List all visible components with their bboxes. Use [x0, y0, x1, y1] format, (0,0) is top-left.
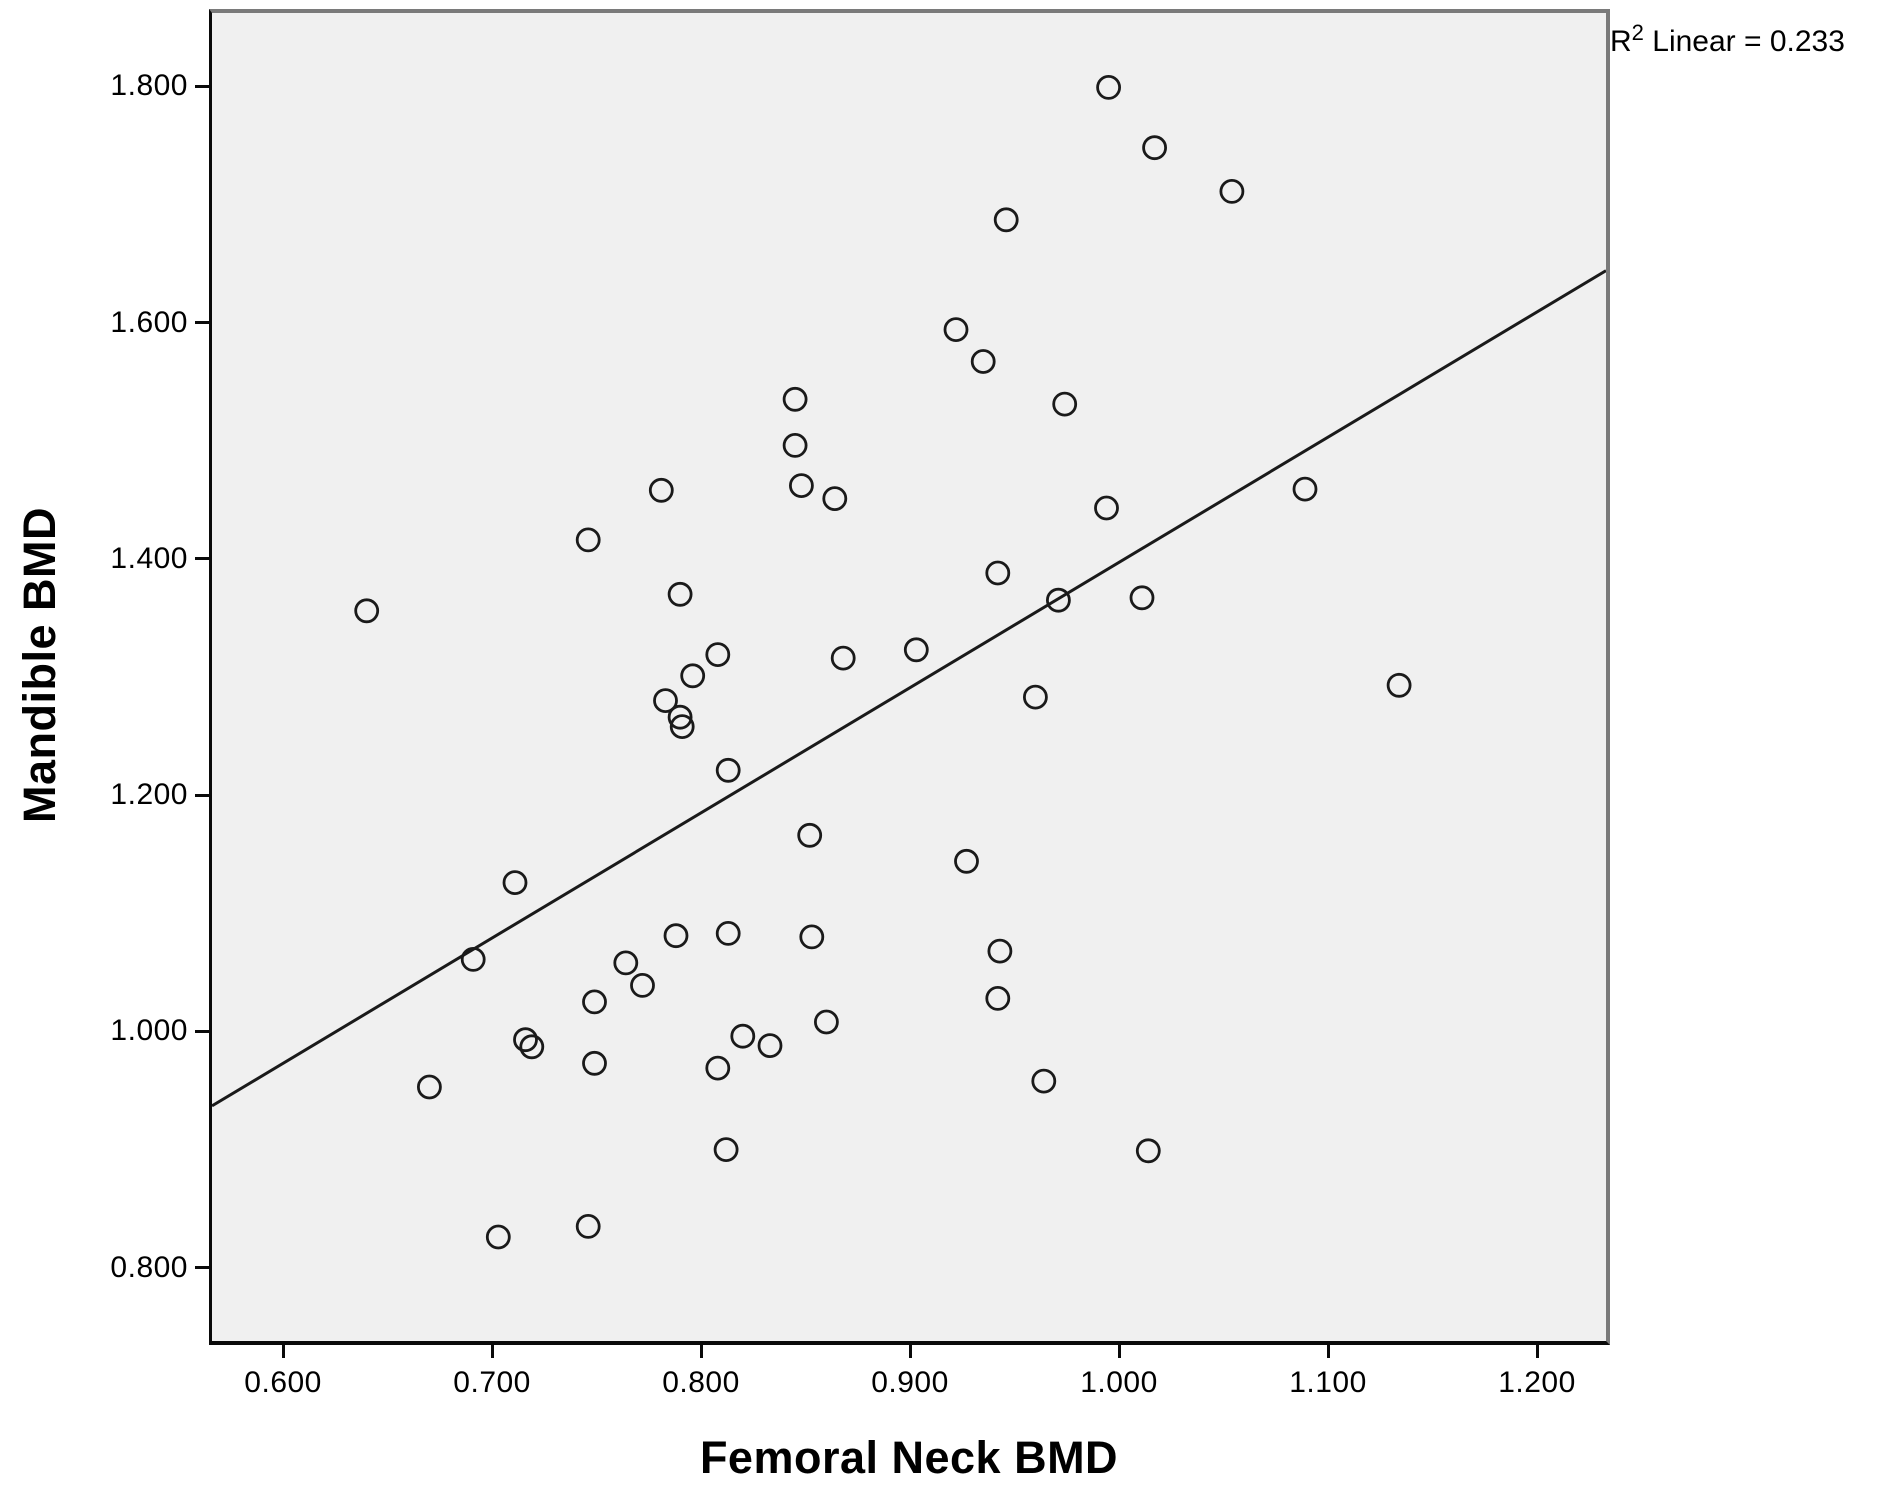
y-axis-tick [195, 557, 209, 561]
x-axis-tick [1535, 1345, 1539, 1358]
plot-canvas [212, 75, 1606, 1250]
data-point [354, 598, 380, 624]
data-point [582, 989, 607, 1015]
r-squared-sup: 2 [1631, 20, 1644, 45]
data-point [1129, 585, 1155, 611]
data-point [814, 1009, 839, 1035]
y-axis-title: Mandible BMD [14, 507, 65, 823]
data-point [757, 1033, 783, 1058]
data-point [416, 1074, 442, 1100]
data-point [513, 1027, 538, 1053]
data-point [1046, 587, 1071, 613]
data-point [613, 950, 639, 976]
data-point [789, 473, 814, 499]
data-point [680, 663, 706, 689]
data-point [715, 757, 741, 783]
data-point [502, 870, 528, 895]
data-point [519, 1034, 545, 1060]
r-squared-annotation: R2 Linear = 0.233 [1610, 22, 1845, 60]
x-axis-tick-label: 0.900 [871, 1366, 949, 1399]
data-point [667, 581, 693, 607]
data-point [663, 923, 689, 949]
x-axis-tick-label: 0.700 [453, 1366, 531, 1399]
x-axis-tick-label: 1.100 [1289, 1366, 1367, 1399]
r-squared-rest: Linear = 0.233 [1643, 25, 1845, 58]
data-point [985, 986, 1011, 1011]
y-axis-tick-label: 1.600 [110, 305, 188, 339]
data-point [903, 637, 929, 663]
data-point [782, 386, 808, 412]
y-axis-tick [195, 793, 209, 797]
data-point [797, 822, 823, 848]
y-axis-tick [195, 84, 209, 88]
data-point [1023, 684, 1048, 710]
data-point [954, 848, 979, 874]
data-point [653, 688, 678, 713]
data-point [715, 921, 741, 946]
x-axis-tick [1326, 1345, 1330, 1358]
x-axis-tick [1117, 1345, 1121, 1358]
data-point [582, 1050, 607, 1076]
x-axis-tick [908, 1345, 912, 1358]
data-point [1292, 476, 1318, 502]
data-point [1219, 178, 1245, 204]
data-point [667, 704, 693, 730]
data-point [822, 486, 848, 512]
data-point [987, 938, 1013, 964]
regression-line [212, 269, 1606, 1108]
x-axis-tick [699, 1345, 703, 1358]
data-point [630, 973, 655, 998]
data-point [460, 947, 486, 972]
plot-area [209, 9, 1610, 1345]
data-point [1031, 1068, 1057, 1094]
data-point [1052, 391, 1078, 417]
data-point [713, 1137, 739, 1162]
x-axis-tick [490, 1345, 494, 1358]
data-point [993, 207, 1019, 233]
data-point [730, 1023, 756, 1049]
y-axis-tick-label: 1.800 [110, 69, 188, 103]
x-axis-tick-label: 0.600 [244, 1366, 322, 1399]
x-axis-tick-label: 1.000 [1080, 1366, 1158, 1399]
x-axis-tick-label: 1.200 [1498, 1366, 1576, 1399]
data-point [1096, 75, 1121, 100]
y-axis-tick-label: 1.000 [110, 1014, 188, 1048]
y-axis-tick-label: 1.200 [110, 778, 188, 812]
data-point [575, 1214, 601, 1239]
data-point [1386, 672, 1412, 698]
x-axis-tick-label: 0.800 [662, 1366, 740, 1399]
data-point [575, 527, 601, 553]
data-point [648, 477, 674, 503]
x-axis-title: Femoral Neck BMD [699, 1432, 1119, 1483]
data-point [970, 349, 996, 374]
r-squared-base: R [1610, 25, 1632, 58]
data-point [1142, 135, 1167, 161]
data-point [1135, 1138, 1161, 1164]
x-axis-tick [281, 1345, 285, 1358]
y-axis-tick [195, 321, 209, 325]
data-point [782, 432, 808, 458]
data-point [705, 642, 731, 667]
data-point [705, 1055, 731, 1081]
data-point [830, 645, 856, 671]
data-point [799, 924, 825, 950]
data-point [485, 1224, 511, 1250]
data-point [943, 317, 969, 343]
y-axis-tick-label: 0.800 [110, 1250, 188, 1284]
y-axis-tick-label: 1.400 [110, 541, 188, 575]
y-axis-tick [195, 1029, 209, 1033]
y-axis-tick [195, 1266, 209, 1270]
data-point [669, 714, 695, 739]
data-point [1094, 495, 1119, 521]
data-point [985, 560, 1011, 586]
